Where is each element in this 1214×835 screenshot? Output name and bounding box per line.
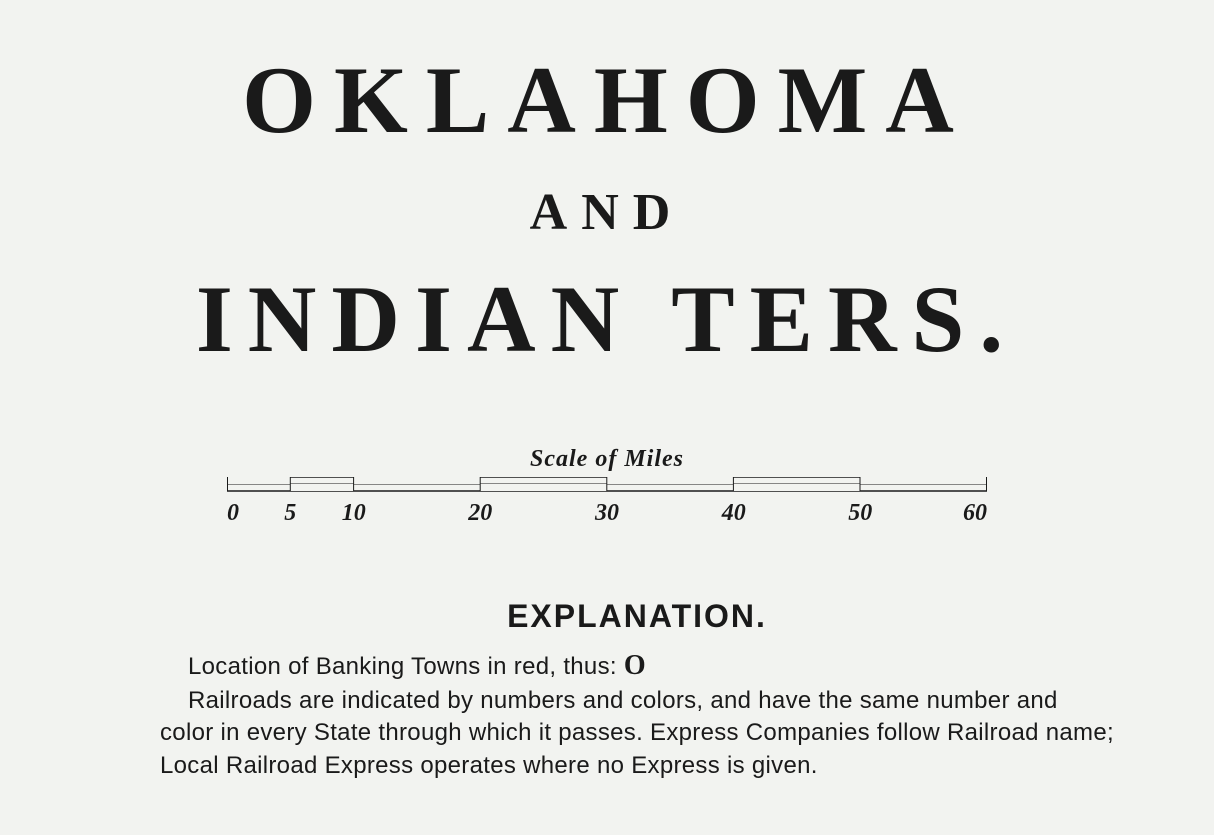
scale-tick-60: 60 <box>963 500 987 527</box>
scale-tick-0: 0 <box>227 500 239 527</box>
explanation-line-1-prefix: Location of Banking Towns in red, thus: <box>188 653 624 680</box>
explanation-line-1: Location of Banking Towns in red, thus: … <box>160 647 1114 685</box>
explanation-line-2: Railroads are indicated by numbers and c… <box>160 685 1114 782</box>
scale-tick-30: 30 <box>595 500 619 527</box>
scale-tick-5: 5 <box>284 500 296 527</box>
explanation-heading: EXPLANATION. <box>160 598 1114 635</box>
explanation-text: Location of Banking Towns in red, thus: … <box>160 647 1114 782</box>
title-block: OKLAHOMA AND INDIAN TERS. <box>0 0 1214 374</box>
banking-town-symbol: O <box>624 650 646 681</box>
scale-bar-graphic <box>227 477 987 493</box>
title-line-2: AND <box>0 183 1214 242</box>
scale-tick-10: 10 <box>342 500 366 527</box>
title-line-1: OKLAHOMA <box>0 45 1214 155</box>
scale-bar-container: 0 5 10 20 30 40 50 60 <box>227 477 987 530</box>
scale-label: Scale of Miles <box>0 446 1214 473</box>
scale-tick-50: 50 <box>848 500 872 527</box>
title-line-3: INDIAN TERS. <box>0 264 1214 374</box>
explanation-block: EXPLANATION. Location of Banking Towns i… <box>0 598 1214 782</box>
scale-numbers: 0 5 10 20 30 40 50 60 <box>227 500 987 530</box>
scale-tick-40: 40 <box>722 500 746 527</box>
scale-section: Scale of Miles 0 5 10 20 3 <box>0 446 1214 530</box>
scale-tick-20: 20 <box>468 500 492 527</box>
